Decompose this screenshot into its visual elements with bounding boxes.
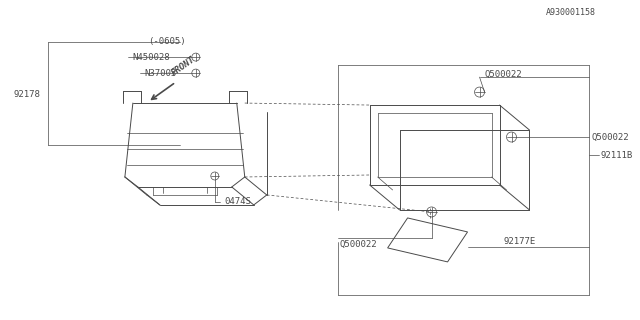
Text: 0474S: 0474S [225, 197, 252, 206]
Text: 92178: 92178 [14, 90, 41, 99]
Text: 92177E: 92177E [504, 237, 536, 246]
Text: Q500022: Q500022 [591, 132, 629, 141]
Text: (-0605): (-0605) [148, 36, 186, 46]
Text: Q500022: Q500022 [340, 240, 378, 249]
Text: FRONT: FRONT [170, 55, 197, 78]
Text: 92111B: 92111B [600, 150, 633, 159]
Text: N450028: N450028 [133, 52, 170, 61]
Text: A930001158: A930001158 [545, 8, 595, 17]
Text: N37003: N37003 [145, 68, 177, 77]
Text: Q500022: Q500022 [484, 69, 522, 79]
